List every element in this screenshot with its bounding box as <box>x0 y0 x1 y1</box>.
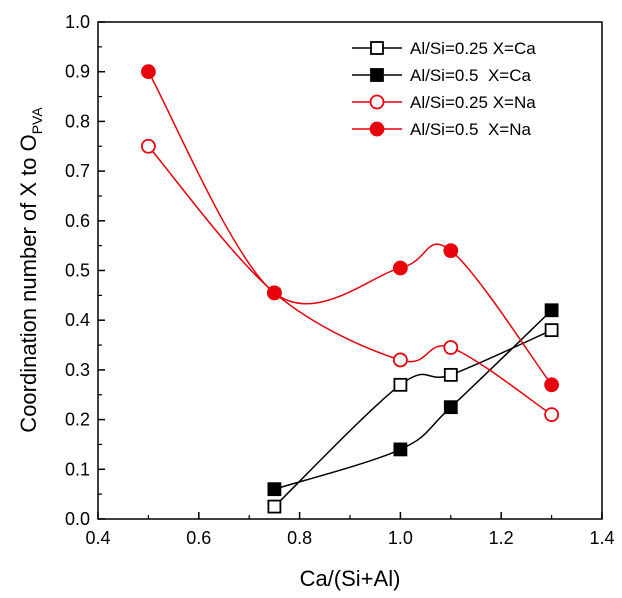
series-line <box>273 329 552 508</box>
series-line <box>147 145 553 416</box>
x-tick-label: 1.2 <box>489 528 514 548</box>
legend-marker <box>369 94 385 110</box>
data-point <box>267 482 282 497</box>
x-tick-label: 0.8 <box>287 528 312 548</box>
legend-entry: Al/Si=0.25 X=Na <box>352 93 536 112</box>
data-point <box>266 285 282 301</box>
data-point <box>393 442 408 457</box>
y-axis-title-subscript: PVA <box>29 107 45 135</box>
series-line <box>147 71 553 386</box>
x-tick-label: 1.4 <box>589 528 614 548</box>
legend-label: Al/Si=0.25 X=Ca <box>410 39 536 58</box>
data-point <box>392 260 408 276</box>
x-axis-title: Ca/(Si+Al) <box>300 566 401 591</box>
legend-marker <box>370 41 384 55</box>
x-tick-label: 0.4 <box>85 528 110 548</box>
data-point <box>544 323 559 338</box>
legend-marker <box>369 121 385 137</box>
y-tick-label: 0.0 <box>65 509 90 529</box>
y-tick-label: 0.3 <box>65 360 90 380</box>
data-point <box>392 352 408 368</box>
data-point <box>267 499 282 514</box>
data-point <box>544 303 559 318</box>
data-point <box>443 400 458 415</box>
legend-entry: Al/Si=0.5 X=Ca <box>352 66 532 85</box>
y-tick-label: 0.8 <box>65 111 90 131</box>
y-axis-title: Coordination number of X to OPVA <box>16 107 45 433</box>
data-point <box>140 138 156 154</box>
y-tick-label: 0.9 <box>65 62 90 82</box>
data-point <box>443 243 459 259</box>
x-axis-ticks: 0.4 0.6 0.8 1.0 1.2 1.4 <box>85 512 615 548</box>
legend: Al/Si=0.25 X=Ca Al/Si=0.5 X=Ca Al/Si=0.25 … <box>352 39 536 139</box>
legend-entry: Al/Si=0.5 X=Na <box>352 120 532 139</box>
data-point <box>393 377 408 392</box>
y-tick-label: 0.5 <box>65 261 90 281</box>
series-layer <box>140 64 559 514</box>
data-point <box>443 367 458 382</box>
y-tick-label: 0.6 <box>65 211 90 231</box>
y-tick-label: 0.1 <box>65 459 90 479</box>
series-3 <box>140 138 559 423</box>
x-tick-label: 1.0 <box>388 528 413 548</box>
legend-label: Al/Si=0.25 X=Na <box>410 93 536 112</box>
data-point <box>544 407 559 423</box>
data-point <box>140 64 156 80</box>
y-tick-label: 0.2 <box>65 410 90 430</box>
data-point <box>544 377 559 393</box>
series-1 <box>267 323 559 514</box>
x-tick-label: 0.6 <box>186 528 211 548</box>
y-axis-title-main: Coordination number of X to O <box>16 134 41 432</box>
series-2 <box>267 303 559 497</box>
legend-label: Al/Si=0.5 X=Ca <box>410 66 532 85</box>
series-line <box>274 309 553 490</box>
y-tick-label: 0.7 <box>65 161 90 181</box>
y-axis-ticks: 0.0 0.1 0.2 0.3 0.4 0.5 0.6 0.7 0.8 0.9 1.0 <box>65 12 105 529</box>
series-4 <box>140 64 559 393</box>
y-tick-label: 0.4 <box>65 310 90 330</box>
legend-marker <box>370 68 384 82</box>
legend-label: Al/Si=0.5 X=Na <box>410 120 532 139</box>
y-tick-label: 1.0 <box>65 12 90 32</box>
data-point <box>443 340 459 355</box>
legend-entry: Al/Si=0.25 X=Ca <box>352 39 536 58</box>
